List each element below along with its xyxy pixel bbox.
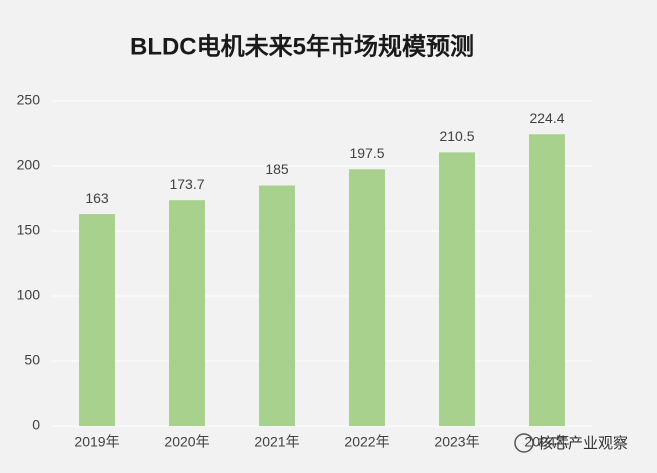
bar	[79, 214, 115, 426]
y-tick-label: 0	[32, 417, 40, 433]
x-tick-label: 2023年	[434, 434, 479, 450]
y-tick-label: 100	[17, 287, 41, 303]
bar	[259, 185, 295, 426]
x-tick-label: 2024年	[524, 434, 569, 450]
x-tick-label: 2022年	[344, 434, 389, 450]
value-label: 210.5	[439, 128, 474, 144]
value-label: 197.5	[349, 145, 384, 161]
bar	[349, 169, 385, 426]
x-tick-label: 2019年	[74, 434, 119, 450]
bar	[529, 134, 565, 426]
value-label: 173.7	[169, 176, 204, 192]
y-tick-label: 50	[24, 352, 40, 368]
y-tick-label: 200	[17, 157, 41, 173]
watermark-group: 核芯产业观察	[514, 433, 628, 453]
x-tick-label: 2021年	[254, 434, 299, 450]
watermark-icon	[514, 433, 534, 453]
value-label: 185	[265, 161, 289, 177]
y-tick-label: 250	[17, 92, 41, 108]
x-tick-label: 2020年	[164, 434, 209, 450]
value-label: 224.4	[529, 110, 564, 126]
watermark: 核芯产业观察	[538, 434, 628, 452]
bar	[169, 200, 205, 426]
chart-title: BLDC电机未来5年市场规模预测	[130, 32, 474, 60]
bar	[439, 152, 475, 426]
value-label: 163	[85, 190, 109, 206]
y-tick-label: 150	[17, 222, 41, 238]
